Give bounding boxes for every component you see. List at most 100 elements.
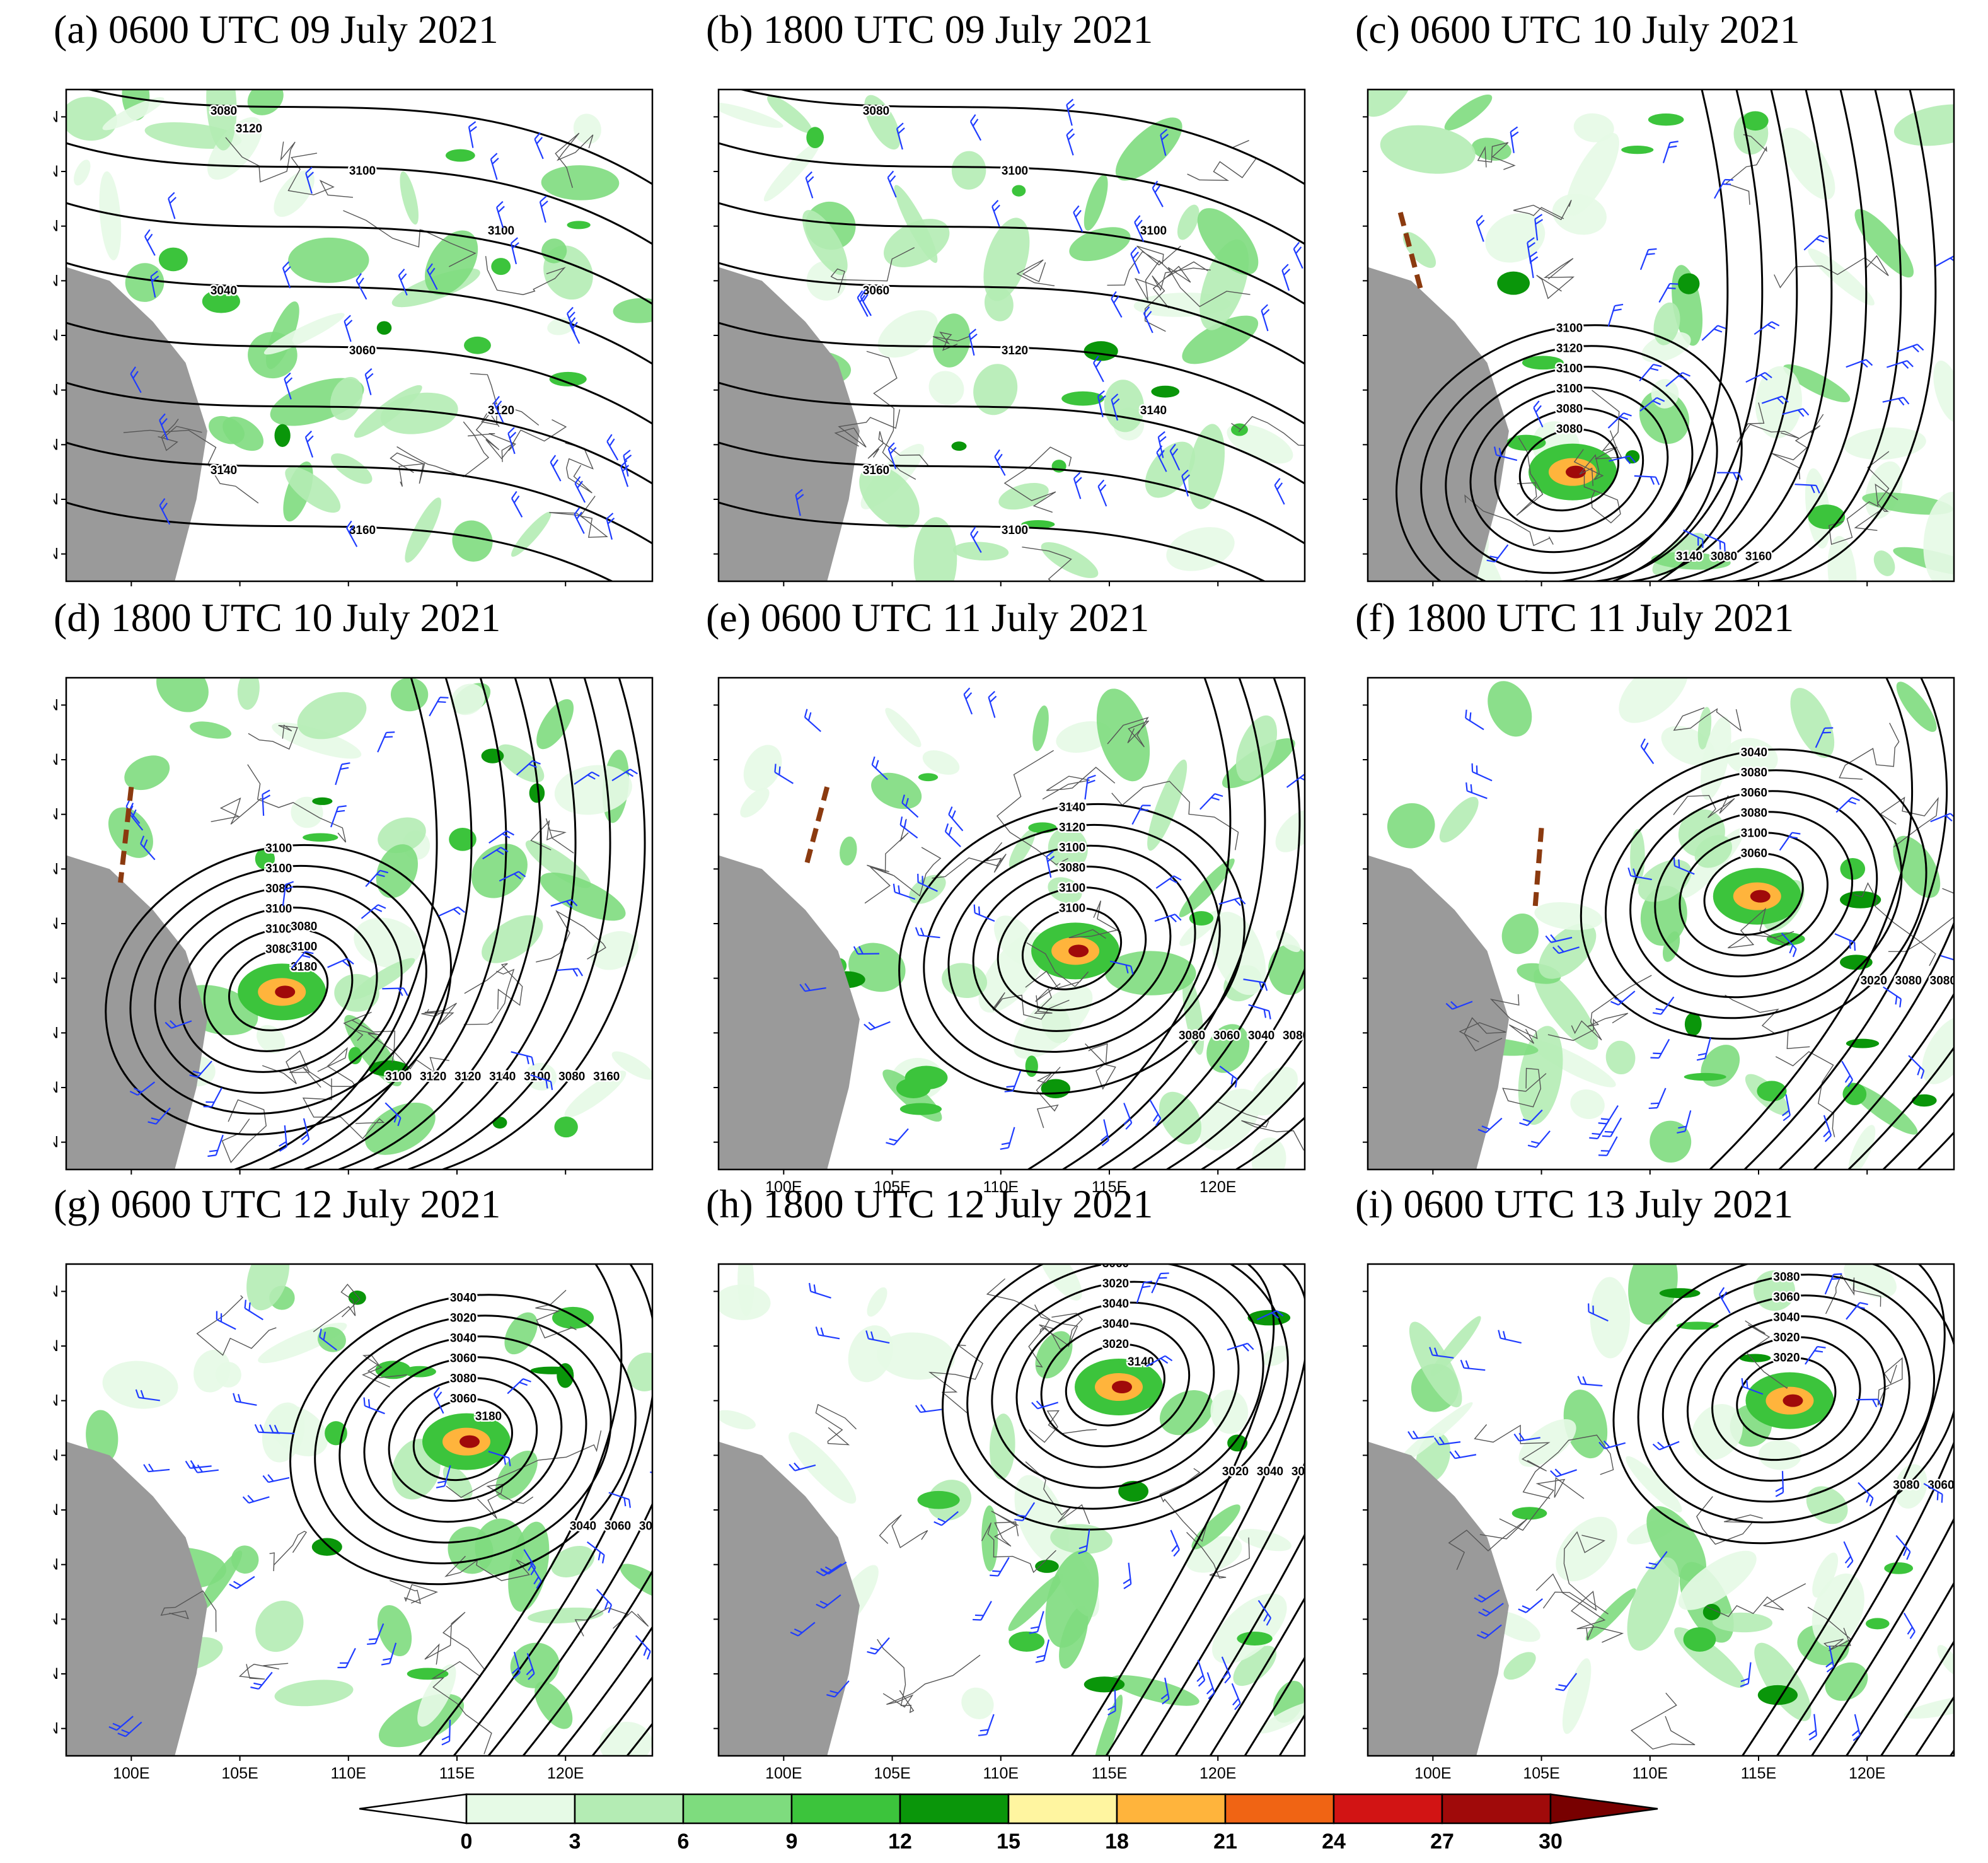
province-boundaries xyxy=(1448,1274,1903,1750)
wind-barb xyxy=(279,1125,287,1152)
wind-barb xyxy=(511,490,523,518)
wind-barb xyxy=(968,328,978,356)
wind-barb xyxy=(511,1051,535,1065)
geopotential-contours xyxy=(719,90,1305,581)
contour-label: 3120 xyxy=(1002,344,1028,357)
contour-label: 3160 xyxy=(1745,550,1772,564)
geopotential-contours xyxy=(1396,90,1937,581)
contour-label: 3060 xyxy=(349,344,376,357)
wind-barb xyxy=(144,229,156,256)
wind-barb xyxy=(534,132,544,160)
wind-barb xyxy=(1745,372,1772,383)
wind-barb xyxy=(1648,1088,1667,1110)
contour-label: 3120 xyxy=(1059,821,1085,834)
contour-label: 3100 xyxy=(265,902,292,915)
wind-barb xyxy=(1533,400,1544,427)
wind-barb xyxy=(1510,126,1519,153)
contour-label: 3040 xyxy=(450,1332,477,1345)
wind-barb xyxy=(799,983,826,992)
contour-label: 3120 xyxy=(1556,342,1583,356)
wind-barb xyxy=(805,171,814,199)
wind-barb xyxy=(189,1060,212,1078)
wind-barb xyxy=(574,771,600,785)
contour-label: 3040 xyxy=(211,284,237,298)
wind-barbs xyxy=(789,1272,1284,1736)
wind-barb xyxy=(550,455,562,482)
wind-barb xyxy=(606,434,619,461)
colorbar-segment xyxy=(790,1793,901,1825)
colorbar-label: 9 xyxy=(786,1830,798,1854)
wind-barb xyxy=(1449,1450,1477,1460)
contour-label: 3100 xyxy=(488,224,514,238)
x-tick-label: 100E xyxy=(765,1765,802,1782)
wind-barb xyxy=(994,449,1006,476)
contour-label: 3080 xyxy=(1741,807,1767,820)
wind-barb xyxy=(1073,205,1084,233)
wind-barb xyxy=(130,366,142,393)
wind-barb xyxy=(1004,1071,1022,1093)
wind-barb xyxy=(1607,412,1632,429)
wind-barb xyxy=(1639,397,1665,412)
wind-barb xyxy=(917,873,938,892)
wind-barb xyxy=(596,1589,613,1613)
wind-barb xyxy=(203,1087,222,1108)
wind-barb xyxy=(1031,1400,1059,1410)
wind-barb xyxy=(901,794,919,818)
wind-barb xyxy=(147,1107,171,1125)
wind-barb xyxy=(1639,364,1662,381)
wind-barb xyxy=(1136,1280,1152,1304)
y-tick-label: 33N xyxy=(54,1610,59,1628)
wind-barb xyxy=(1634,475,1660,485)
contour-label: 3080 xyxy=(1179,1029,1205,1042)
province-boundaries xyxy=(160,1284,649,1755)
wind-barb xyxy=(1460,1359,1486,1371)
y-tick-label: 29N xyxy=(54,1720,59,1738)
contour-label: 3080 xyxy=(1773,1271,1800,1284)
wind-barb xyxy=(1097,479,1107,507)
wind-barb xyxy=(429,697,449,717)
wind-barb xyxy=(242,1495,270,1504)
contour-label: 3100 xyxy=(1002,524,1028,537)
y-tick-label: 37N xyxy=(54,327,59,344)
map-plot: 3080 3080 3100 3100 3120 3100 3140 3080 3160 xyxy=(1363,88,1955,586)
wind-barb xyxy=(795,489,804,516)
colorbar-label: 21 xyxy=(1213,1830,1237,1854)
wind-barb xyxy=(1650,1038,1670,1059)
wind-barb xyxy=(886,1128,909,1146)
wind-barb xyxy=(488,830,514,844)
colorbar-label: 18 xyxy=(1105,1830,1129,1854)
wind-barb xyxy=(1677,1110,1692,1134)
wind-barb xyxy=(398,269,408,296)
contour-label: 3140 xyxy=(211,464,237,477)
trough-line xyxy=(802,786,830,870)
wind-barb xyxy=(611,769,638,782)
wind-barb xyxy=(539,195,548,223)
wind-barb xyxy=(1527,1130,1551,1148)
x-tick-label: 115E xyxy=(1092,1178,1128,1196)
wind-barb xyxy=(1658,282,1679,303)
x-tick-label: 120E xyxy=(1199,1178,1236,1196)
x-tick-label: 115E xyxy=(439,1765,475,1782)
wind-barb xyxy=(899,816,918,839)
wind-barb xyxy=(774,763,794,784)
contour-label: 3060 xyxy=(1741,847,1767,861)
wind-barb xyxy=(1895,1535,1911,1560)
wind-barb xyxy=(140,835,156,861)
contour-label: 3120 xyxy=(454,1070,481,1083)
wind-barb xyxy=(1897,344,1924,352)
wind-barb xyxy=(1856,1398,1883,1408)
wind-barb xyxy=(1407,1431,1435,1440)
wind-barb xyxy=(427,263,438,290)
colorbar-high-arrow xyxy=(1549,1793,1658,1825)
map-plot: 3020302030403060308030403080306031003120… xyxy=(1363,1263,1955,1782)
wind-barb xyxy=(1149,1100,1162,1127)
contour-label: 3080 xyxy=(863,105,889,118)
contour-label: 3040 xyxy=(1257,1465,1283,1478)
contour-labels: 3020304030403020306030003020304030803060… xyxy=(1101,1264,1305,1480)
wind-barb xyxy=(1256,1310,1284,1321)
y-tick-label: 37N xyxy=(54,915,59,932)
wind-barbs xyxy=(774,687,1305,1150)
panel-title: (i) 0600 UTC 13 July 2021 xyxy=(1355,1181,1794,1226)
wind-barb xyxy=(254,1424,280,1434)
